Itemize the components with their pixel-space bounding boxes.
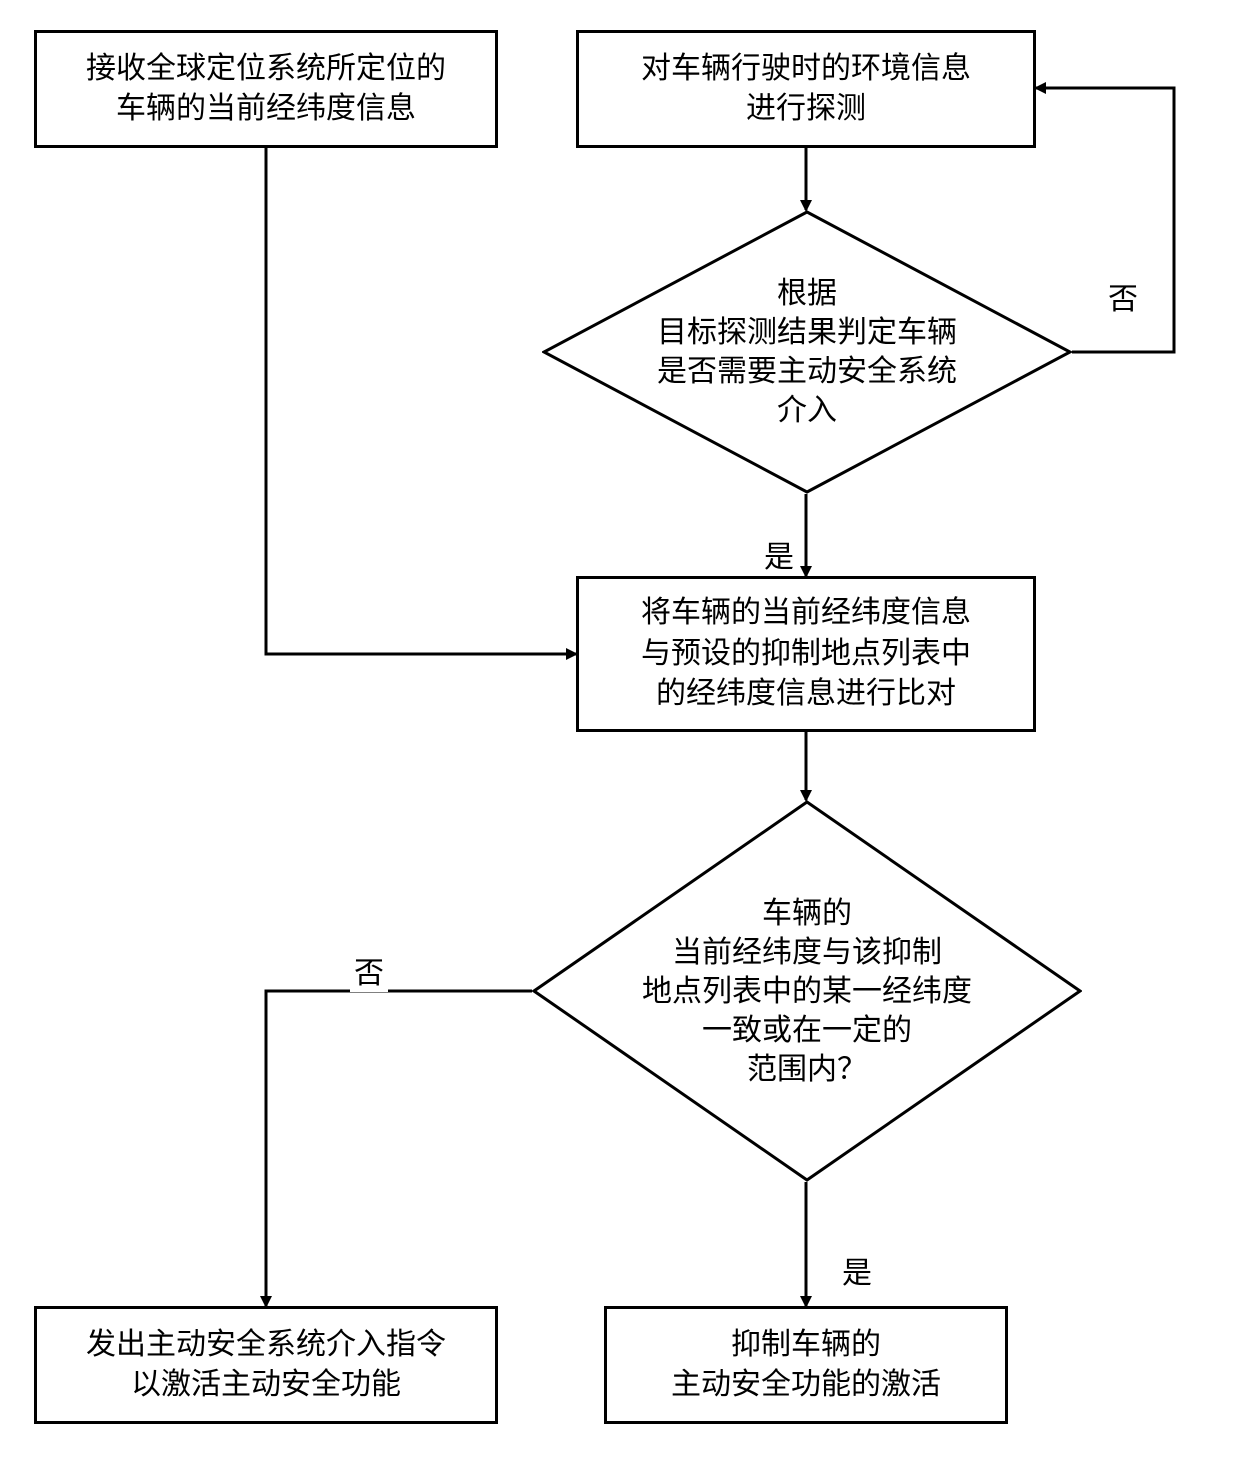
node-text: 抑制车辆的主动安全功能的激活 [671,1325,941,1406]
node-receive-gps: 接收全球定位系统所定位的车辆的当前经纬度信息 [34,30,498,148]
node-compare-coords: 将车辆的当前经纬度信息与预设的抑制地点列表中的经纬度信息进行比对 [576,576,1036,732]
edge-label-yes: 是 [760,532,798,576]
edge-label-yes: 是 [838,1248,876,1292]
decision-need-safety: 根据目标探测结果判定车辆是否需要主动安全系统介入 [542,210,1072,494]
node-text: 对车辆行驶时的环境信息进行探测 [641,49,971,130]
node-text: 发出主动安全系统介入指令以激活主动安全功能 [86,1325,446,1406]
node-suppress-safety: 抑制车辆的主动安全功能的激活 [604,1306,1008,1424]
node-text: 车辆的当前经纬度与该抑制地点列表中的某一经纬度一致或在一定的范围内？ [642,894,972,1089]
edge-label-no: 否 [1104,274,1142,318]
node-detect-env: 对车辆行驶时的环境信息进行探测 [576,30,1036,148]
edge-label-no: 否 [350,948,388,992]
node-activate-safety: 发出主动安全系统介入指令以激活主动安全功能 [34,1306,498,1424]
node-text: 根据目标探测结果判定车辆是否需要主动安全系统介入 [657,274,957,430]
decision-coords-match: 车辆的当前经纬度与该抑制地点列表中的某一经纬度一致或在一定的范围内？ [532,800,1082,1182]
flowchart-canvas: 接收全球定位系统所定位的车辆的当前经纬度信息 对车辆行驶时的环境信息进行探测 将… [0,0,1240,1478]
node-text: 接收全球定位系统所定位的车辆的当前经纬度信息 [86,49,446,130]
node-text: 将车辆的当前经纬度信息与预设的抑制地点列表中的经纬度信息进行比对 [641,593,971,715]
